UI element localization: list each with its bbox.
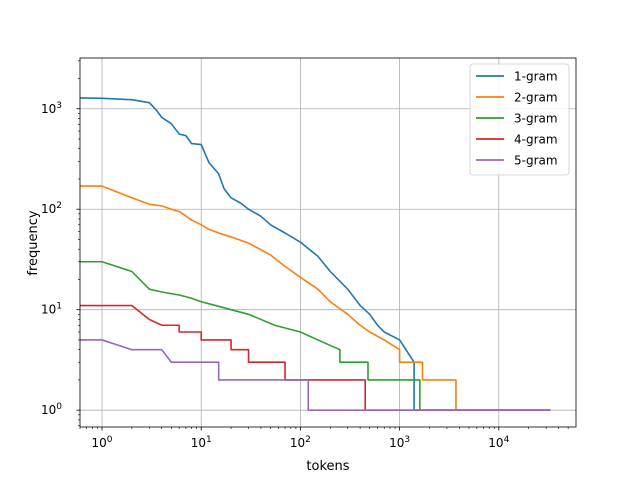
plot-frame: [79, 57, 577, 428]
x-tick-label: 101: [191, 435, 212, 450]
y-tick-label: 100: [41, 402, 62, 417]
series-line-3-gram: [80, 260, 551, 411]
x-tick-label: 100: [91, 435, 112, 450]
axes-spines: [79, 57, 577, 428]
x-tick-label: 102: [290, 435, 311, 450]
legend-label-5-gram: 5-gram: [514, 154, 558, 168]
y-tick-label: 101: [41, 302, 62, 317]
x-axis-label: tokens: [306, 459, 349, 474]
legend-box: [469, 63, 570, 176]
legend-label-3-gram: 3-gram: [514, 112, 558, 126]
series-line-1-gram: [79, 97, 551, 411]
x-axis-ticks: 100 101 102 103 104: [79, 427, 569, 450]
y-axis-ticks: 100 101 102 103: [41, 60, 80, 427]
legend-label-2-gram: 2-gram: [514, 91, 558, 105]
y-axis-label: frequency: [26, 210, 41, 276]
legend: 1-gram 2-gram 3-gram 4-gram 5-gram: [469, 63, 570, 176]
y-tick-label: 103: [41, 101, 62, 116]
series-lines: [79, 97, 551, 411]
series-line-4-gram: [80, 304, 551, 411]
x-tick-label: 103: [389, 435, 410, 450]
legend-label-4-gram: 4-gram: [514, 133, 558, 147]
x-tick-label: 104: [488, 435, 509, 450]
series-line-5-gram: [80, 339, 551, 411]
legend-label-1-gram: 1-gram: [514, 70, 558, 84]
series-line-2-gram: [80, 185, 551, 411]
y-tick-label: 102: [41, 201, 62, 216]
